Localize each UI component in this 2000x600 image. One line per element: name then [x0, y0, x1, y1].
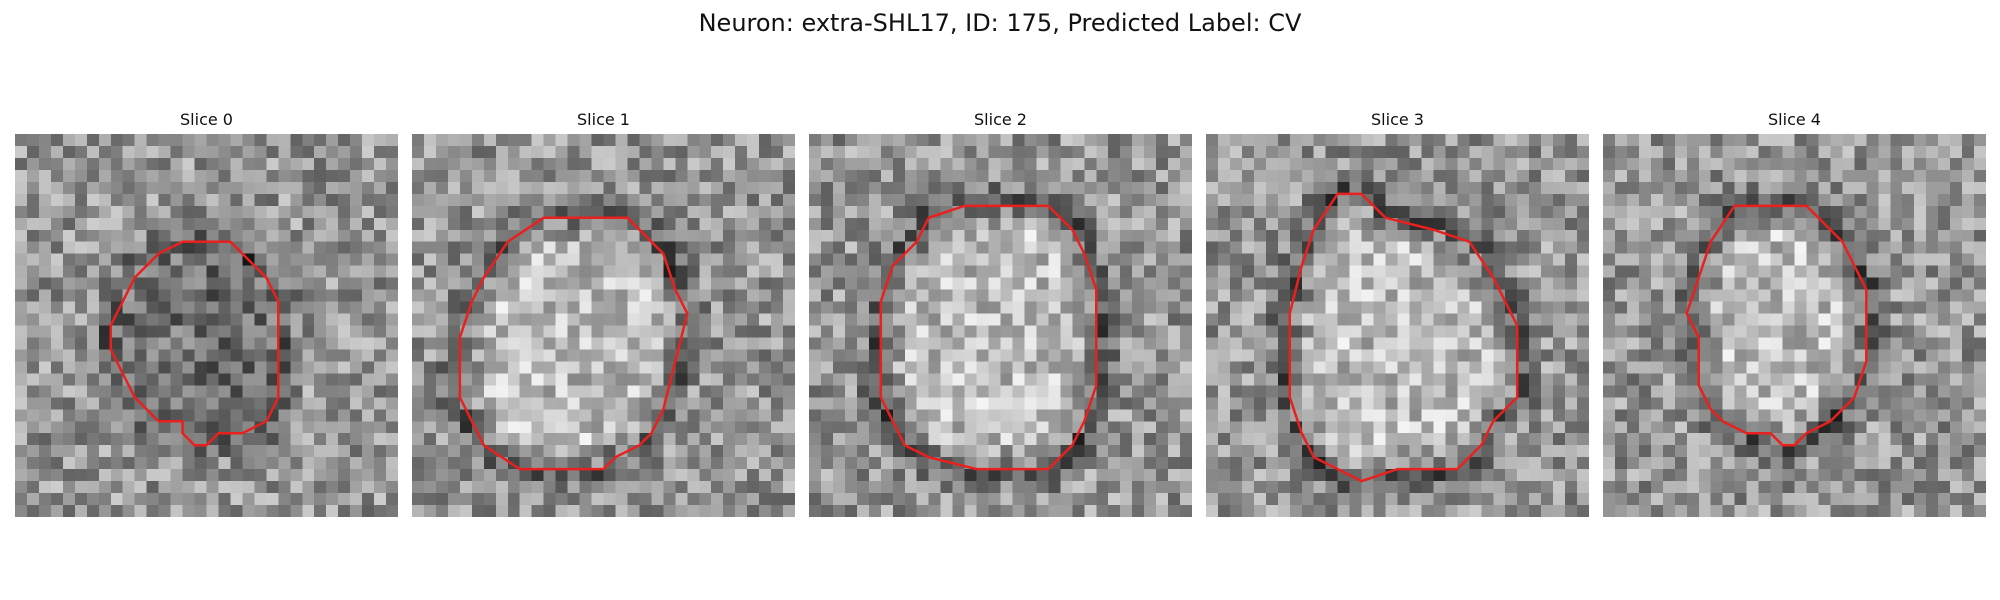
roi-contour [1685, 204, 1868, 447]
contour-outline [1685, 204, 1868, 447]
contour-outline [1288, 192, 1519, 483]
figure-title: Neuron: extra-SHL17, ID: 175, Predicted … [698, 9, 1302, 37]
slice-title: Slice 3 [1371, 110, 1424, 129]
roi-contour [109, 240, 280, 447]
slice-panel-0: Slice 0 [15, 108, 398, 517]
microscopy-image [809, 134, 1192, 517]
slice-panel-4: Slice 4 [1603, 108, 1986, 517]
slice-title: Slice 0 [180, 110, 233, 129]
slice-panel-3: Slice 3 [1206, 108, 1589, 517]
contour-outline [458, 216, 689, 471]
slice-image [1206, 134, 1589, 517]
roi-contour [1288, 192, 1519, 483]
contour-outline [109, 240, 280, 447]
slice-image [1603, 134, 1986, 517]
slice-title: Slice 2 [974, 110, 1027, 129]
microscopy-image [1603, 134, 1986, 517]
roi-contour [458, 216, 689, 471]
slice-image [15, 134, 398, 517]
slice-panel-1: Slice 1 [412, 108, 795, 517]
microscopy-image [412, 134, 795, 517]
microscopy-image [15, 134, 398, 517]
roi-contour [879, 204, 1098, 471]
contour-outline [879, 204, 1098, 471]
slice-panel-2: Slice 2 [809, 108, 1192, 517]
slice-title: Slice 1 [577, 110, 630, 129]
microscopy-image [1206, 134, 1589, 517]
slice-image [809, 134, 1192, 517]
slice-title: Slice 4 [1768, 110, 1821, 129]
slice-image [412, 134, 795, 517]
